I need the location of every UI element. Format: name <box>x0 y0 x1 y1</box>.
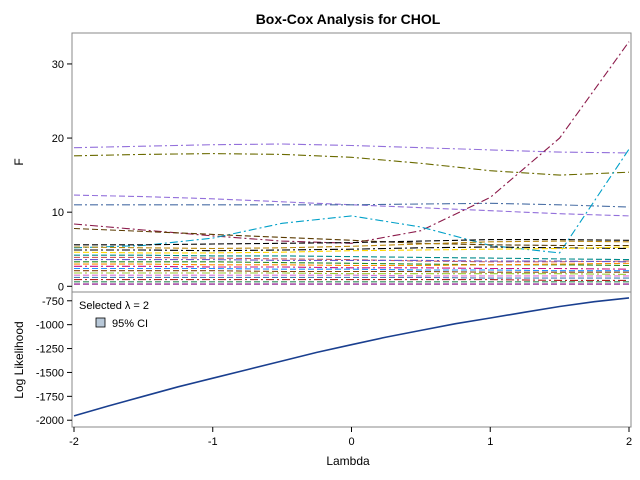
f-series-line-17 <box>74 267 629 272</box>
f-series-line-3 <box>74 202 630 208</box>
f-series-line-12 <box>74 256 630 263</box>
f-series-line-16 <box>74 265 630 270</box>
f-series-line-0 <box>73 143 630 154</box>
y-tick-label: 10 <box>52 207 64 219</box>
f-series-line-15 <box>74 262 630 267</box>
f-series-line-21 <box>74 276 629 279</box>
f-series-line-1 <box>73 153 630 176</box>
x-axis-label: Lambda <box>326 454 370 468</box>
x-tick-label: -1 <box>208 436 218 448</box>
y-tick-label: -2000 <box>36 415 64 427</box>
x-tick-label: 1 <box>487 436 493 448</box>
f-series-line-6 <box>73 227 629 247</box>
y-tick-label: -1750 <box>36 391 64 403</box>
chart-title: Box-Cox Analysis for CHOL <box>256 11 441 27</box>
f-series-line-14 <box>74 261 630 267</box>
f-series-line-11 <box>74 254 630 261</box>
f-series-line-2 <box>73 194 630 217</box>
f-y-axis: 0 10 20 30 <box>52 59 72 293</box>
y-tick-label: 0 <box>58 281 64 293</box>
f-axis-label: F <box>12 158 26 165</box>
x-tick-label: -2 <box>69 436 79 448</box>
loglik-line-0 <box>73 297 630 417</box>
loglik-panel-frame <box>71 291 632 428</box>
f-series-line-20 <box>74 274 629 277</box>
lambda-x-axis: -2 -1 0 1 2 <box>69 427 632 448</box>
ci-swatch <box>95 317 106 328</box>
loglik-legend: Selected λ = 2 95% CI <box>79 300 149 330</box>
loglik-y-axis: -750 -1000 -1250 -1500 -1750 -2000 <box>36 296 72 427</box>
y-tick-label: 30 <box>52 59 64 71</box>
f-series-line-13 <box>74 259 630 263</box>
y-tick-label: -1500 <box>36 367 64 379</box>
f-series-line-10 <box>73 246 630 254</box>
loglik-series-group <box>73 297 630 417</box>
y-tick-label: -750 <box>42 296 64 308</box>
f-series-line-5 <box>73 148 630 254</box>
f-series-line-8 <box>73 240 630 250</box>
y-tick-label: -1000 <box>36 320 64 332</box>
y-tick-label: 20 <box>52 133 64 145</box>
f-series-line-22 <box>74 279 629 281</box>
x-tick-label: 0 <box>348 436 354 448</box>
f-series-line-18 <box>74 270 629 273</box>
y-tick-label: -1250 <box>36 344 64 356</box>
f-series-line-9 <box>74 246 630 252</box>
f-series-group <box>73 41 630 285</box>
f-series-line-19 <box>74 272 630 275</box>
f-series-line-7 <box>74 239 630 246</box>
selected-lambda-text: Selected λ = 2 <box>79 300 149 312</box>
ci-legend-label: 95% CI <box>112 318 148 330</box>
x-tick-label: 2 <box>626 436 632 448</box>
loglik-axis-label: Log Likelihood <box>12 321 26 398</box>
